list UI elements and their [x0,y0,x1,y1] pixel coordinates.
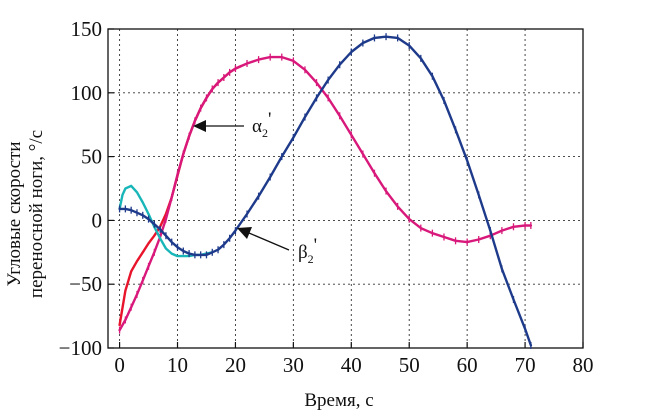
x-tick-label: 80 [573,353,594,377]
annotations: α2' β2' [193,109,317,266]
y-axis-title-line-2: переносной ноги, °/с [26,130,47,298]
x-tick-label: 10 [167,353,188,377]
series-line [118,55,533,332]
x-tick-label: 70 [515,353,536,377]
beta-arrow-line [248,232,290,251]
x-tick-label: 60 [457,353,478,377]
alpha-label-sup: ' [268,109,271,130]
beta-label: β2' [298,235,317,266]
x-tick-label: 40 [341,353,362,377]
grid [108,28,584,349]
y-tick-label: 150 [71,17,103,41]
x-axis-title: Время, с [304,390,373,411]
y-axis-title-line-1: Угловые скорости [4,141,25,286]
y-tick-label: 0 [92,208,103,232]
x-tick-label: 50 [399,353,420,377]
alpha-arrow-head [193,120,206,132]
alpha-label: α2' [252,109,271,140]
alpha-label-base: α [252,116,262,137]
series-layer [118,33,533,349]
x-tick-label: 0 [114,353,125,377]
alpha-label-sub: 2 [262,126,268,140]
beta-arrow-head [237,227,252,239]
series-3 [118,33,533,349]
series-1 [118,53,533,334]
beta-label-base: β [298,242,308,263]
y-tick-label: −50 [69,272,102,296]
x-tick-label: 30 [283,353,304,377]
y-tick-label: −100 [59,336,102,360]
series-line [118,35,533,347]
beta-label-sub: 2 [308,252,314,266]
beta-label-sup: ' [314,235,317,256]
y-tick-label: 100 [71,81,103,105]
y-axis-title: Угловые скорости переносной ноги, °/с [4,130,47,298]
tick-layer: 0 10 20 30 40 50 60 70 80 −100 −50 0 50 100 150 [59,17,594,377]
plot-frame [107,28,584,349]
x-tick-label: 20 [225,353,246,377]
y-tick-label: 50 [81,145,102,169]
